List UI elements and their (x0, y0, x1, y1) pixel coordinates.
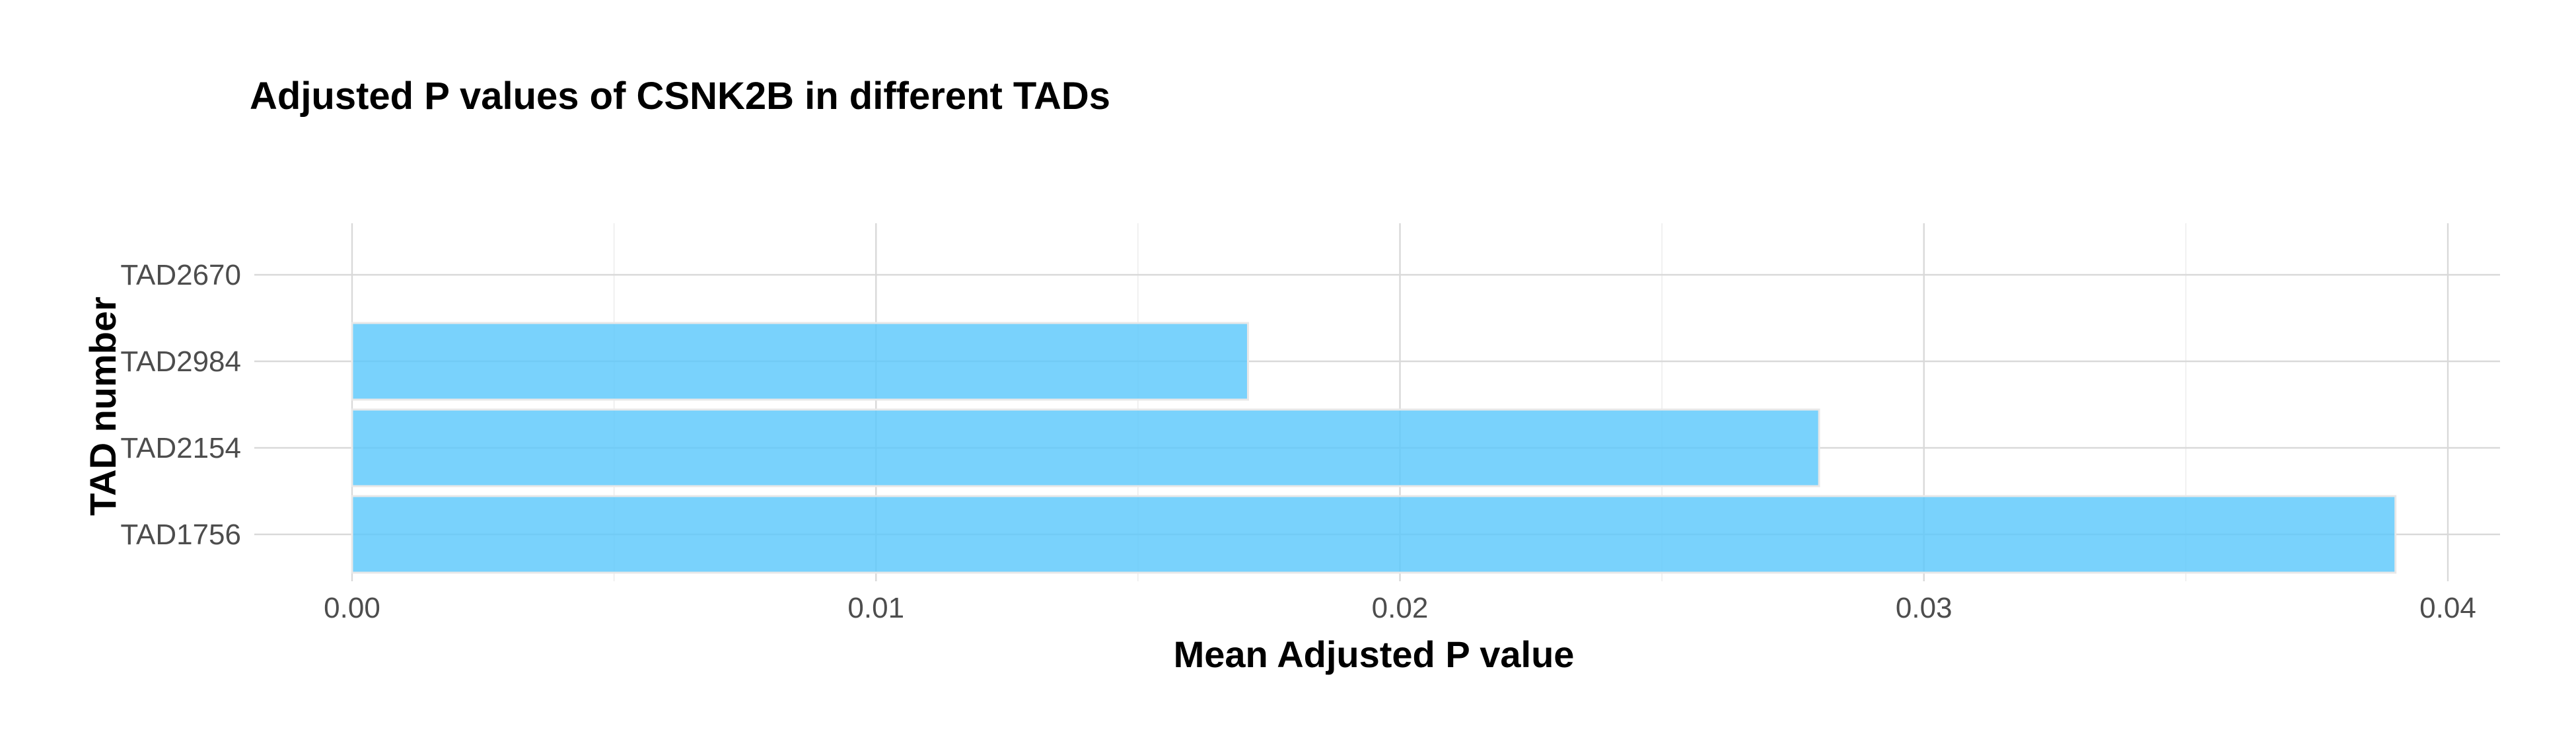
x-tick-label: 0.00 (324, 592, 380, 624)
y-tick-label: TAD2154 (120, 432, 241, 464)
x-tick-label: 0.02 (1372, 592, 1429, 624)
x-tick-label: 0.03 (1896, 592, 1952, 624)
bar-tad2984 (351, 322, 1249, 401)
y-tick-label: TAD2984 (120, 345, 241, 378)
y-tick-labels: TAD1756 TAD2154 TAD2984 TAD2670 (120, 259, 241, 551)
y-axis-title: TAD number (82, 297, 124, 516)
x-tick-label: 0.04 (2419, 592, 2476, 624)
bar-tad2154 (351, 408, 1820, 487)
x-tick-label: 0.01 (847, 592, 904, 624)
bar-tad1756 (351, 495, 2397, 574)
y-tick-label: TAD2670 (120, 259, 241, 291)
x-axis-title: Mean Adjusted P value (1174, 633, 1575, 675)
chart-title: Adjusted P values of CSNK2B in different… (250, 75, 1110, 118)
x-tick-labels: 0.00 0.01 0.02 0.03 0.04 (324, 592, 2476, 624)
y-tick-label: TAD1756 (120, 519, 241, 551)
bars (351, 322, 2397, 574)
